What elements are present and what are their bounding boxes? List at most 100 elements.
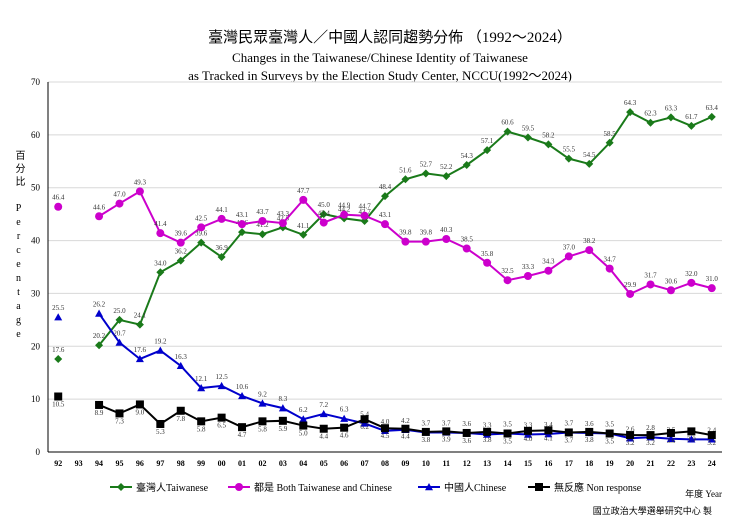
marker <box>156 346 165 354</box>
x-tick-label: 98 <box>177 459 185 468</box>
data-label: 40.3 <box>440 226 453 234</box>
marker <box>299 195 308 204</box>
x-tick-label: 20 <box>626 459 634 468</box>
data-label: 39.8 <box>399 229 412 237</box>
marker <box>544 266 553 275</box>
marker <box>585 246 594 255</box>
data-label: 4.4 <box>401 433 410 441</box>
x-tick-label: 07 <box>361 459 369 468</box>
data-label: 3.5 <box>503 421 512 429</box>
y-tick-label: 40 <box>31 236 41 246</box>
marker <box>626 108 635 117</box>
data-label: 48.4 <box>379 183 392 191</box>
data-label: 54.5 <box>583 151 596 159</box>
marker <box>217 252 226 261</box>
data-label: 3.6 <box>585 420 594 428</box>
x-tick-label: 99 <box>197 459 205 468</box>
data-label: 9.2 <box>258 390 267 398</box>
data-label: 43.4 <box>318 210 331 218</box>
marker <box>319 210 328 219</box>
data-label: 46.4 <box>52 194 65 202</box>
marker <box>95 400 104 409</box>
marker <box>523 133 532 142</box>
data-label: 4.0 <box>524 435 533 443</box>
marker <box>340 423 349 432</box>
x-tick-label: 03 <box>279 459 287 468</box>
marker <box>115 315 124 324</box>
data-label: 31.0 <box>706 275 719 283</box>
marker <box>381 192 389 201</box>
legend-label: 無反應 Non response <box>554 481 642 494</box>
marker <box>425 483 433 491</box>
marker <box>360 211 369 220</box>
marker <box>442 427 451 436</box>
data-label: 3.4 <box>544 421 553 429</box>
data-label: 60.6 <box>501 119 514 127</box>
marker <box>483 427 492 436</box>
x-tick-label: 08 <box>381 459 389 468</box>
data-label: 57.1 <box>481 137 494 145</box>
marker <box>666 113 675 122</box>
data-label: 10.6 <box>236 383 249 391</box>
marker <box>299 230 308 239</box>
marker <box>278 404 287 412</box>
data-label: 8.9 <box>95 409 104 417</box>
data-label: 6.5 <box>217 422 226 430</box>
data-label: 16.3 <box>175 353 188 361</box>
marker <box>238 423 247 432</box>
x-tick-label: 21 <box>647 459 655 468</box>
data-label: 3.7 <box>564 436 573 444</box>
x-tick-label: 06 <box>340 459 348 468</box>
marker <box>258 230 267 239</box>
marker <box>646 118 655 127</box>
marker <box>176 238 185 247</box>
data-label: 3.6 <box>667 437 676 445</box>
data-label: 19.2 <box>154 338 167 346</box>
data-label: 39.6 <box>175 230 188 238</box>
data-label: 59.5 <box>522 125 535 133</box>
data-label: 43.1 <box>236 211 249 219</box>
marker <box>442 234 451 243</box>
data-label: 44.9 <box>338 202 351 210</box>
data-label: 3.2 <box>707 439 716 447</box>
data-label: 17.6 <box>134 346 147 354</box>
marker <box>646 431 655 440</box>
data-label: 29.9 <box>624 281 637 289</box>
data-label: 38.2 <box>583 237 596 245</box>
marker <box>666 428 675 437</box>
data-label: 34.0 <box>154 259 167 267</box>
data-label: 61.7 <box>685 113 698 121</box>
marker <box>135 354 144 363</box>
data-label: 33.3 <box>522 263 535 271</box>
marker <box>666 434 675 442</box>
x-tick-label: 05 <box>320 459 328 468</box>
data-label: 3.5 <box>605 438 614 446</box>
data-label: 6.2 <box>299 406 308 414</box>
data-label: 3.8 <box>421 436 430 444</box>
data-label: 5.3 <box>156 428 165 436</box>
x-tick-label: 13 <box>483 459 491 468</box>
data-label: 7.8 <box>176 415 185 423</box>
x-tick-label: 95 <box>115 459 123 468</box>
x-tick-label: 97 <box>156 459 164 468</box>
marker <box>666 286 675 295</box>
marker <box>381 220 389 229</box>
data-label: 55.5 <box>563 146 576 154</box>
marker <box>197 238 206 247</box>
data-label: 39.8 <box>420 229 433 237</box>
data-label: 45.0 <box>318 201 331 209</box>
marker <box>238 220 247 229</box>
x-tick-label: 16 <box>544 459 552 468</box>
marker <box>156 229 165 238</box>
legend-label: 臺灣人Taiwanese <box>136 481 209 494</box>
x-tick-label: 00 <box>218 459 226 468</box>
chart-title: 臺灣民眾臺灣人／中國人認同趨勢分佈 （1992～2024） <box>208 29 572 46</box>
x-tick-label: 24 <box>708 459 716 468</box>
marker <box>381 424 389 433</box>
marker <box>319 218 328 227</box>
x-tick-label: 92 <box>54 459 62 468</box>
x-tick-label: 14 <box>504 459 512 468</box>
data-label: 4.2 <box>401 417 410 425</box>
x-tick-label: 17 <box>565 459 573 468</box>
marker <box>115 199 124 208</box>
